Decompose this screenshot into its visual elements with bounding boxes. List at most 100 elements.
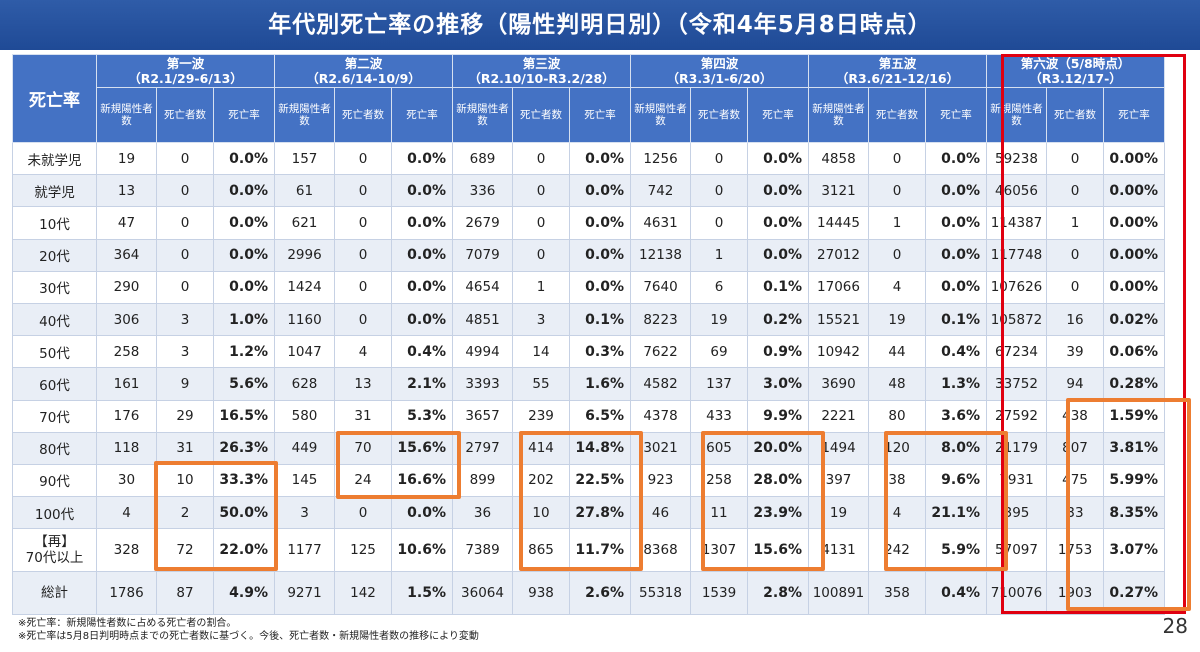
new-positive-count: 3 [274,496,335,530]
column-header: 死亡率 [391,87,453,143]
death-count: 38 [868,463,926,498]
mortality-rate: 0.0% [391,141,453,176]
new-positive-count: 157 [274,141,335,176]
table-row: 10代 47 0 0.0% 621 0 0.0% 2679 0 0.0% 4631 0 0.0% 1444… [12,206,1165,240]
wave-period: （R3.6/21-12/16） [835,71,960,86]
table-row: 就学児 13 0 0.0% 61 0 0.0% 336 0 0.0% 742 0 0.0% 3121 0 0.… [12,174,1165,208]
new-positive-count: 336 [452,174,513,208]
mortality-rate: 5.6% [213,367,275,401]
age-group-label: 70代 [12,399,97,433]
age-group-label: 20代 [12,238,97,272]
mortality-rate: 0.0% [747,206,809,240]
death-count: 0 [156,141,214,176]
table-row: 40代 306 3 1.0% 1160 0 0.0% 4851 3 0.1% 8223 19 0.2% 1… [12,302,1165,337]
wave-name: 第四波 [700,56,739,71]
mortality-rate: 0.0% [391,270,453,304]
age-group-label: 10代 [12,206,97,240]
death-count: 137 [690,367,748,401]
footnote: ※死亡率：新規陽性者数に占める死亡者の割合。 [18,618,237,629]
death-count: 1 [690,238,748,272]
mortality-rate: 20.0% [747,431,809,465]
new-positive-count: 7931 [986,463,1047,498]
age-group-label: 未就学児 [12,141,97,176]
mortality-rate: 9.9% [747,399,809,433]
mortality-rate: 0.00% [1103,141,1165,176]
new-positive-count: 8223 [630,302,691,337]
new-positive-count: 36064 [452,571,513,616]
mortality-rate: 0.0% [925,141,987,176]
wave-period: （R2.6/14-10/9） [306,71,421,86]
death-count: 0 [334,206,392,240]
mortality-rate: 3.81% [1103,431,1165,465]
death-count: 72 [156,528,214,573]
mortality-rate: 10.6% [391,528,453,573]
mortality-rate: 0.9% [747,335,809,369]
new-positive-count: 899 [452,463,513,498]
mortality-rate: 0.0% [569,238,631,272]
new-positive-count: 621 [274,206,335,240]
new-positive-count: 290 [96,270,157,304]
new-positive-count: 14445 [808,206,869,240]
mortality-rate: 0.28% [1103,367,1165,401]
mortality-table-container: 死亡率 第一波 （R2.1/29-6/13） 第二波 （R2.6/14-10/9） 第三… [12,54,1165,616]
death-count: 11 [690,496,748,530]
death-count: 9 [156,367,214,401]
wave-name: 第五波 [878,56,917,71]
mortality-rate: 8.0% [925,431,987,465]
death-count: 1 [1046,206,1104,240]
new-positive-count: 19 [96,141,157,176]
death-count: 0 [512,206,570,240]
mortality-rate: 22.0% [213,528,275,573]
death-count: 14 [512,335,570,369]
mortality-rate: 0.27% [1103,571,1165,616]
new-positive-count: 7640 [630,270,691,304]
death-count: 438 [1046,399,1104,433]
death-count: 39 [1046,335,1104,369]
new-positive-count: 118 [96,431,157,465]
mortality-rate: 0.0% [391,174,453,208]
wave-period: （R3.3/1-6/20） [666,71,773,86]
wave-header: 第一波 （R2.1/29-6/13） [96,54,275,88]
mortality-rate: 23.9% [747,496,809,530]
new-positive-count: 1177 [274,528,335,573]
death-count: 16 [1046,302,1104,337]
new-positive-count: 105872 [986,302,1047,337]
death-count: 31 [156,431,214,465]
table-row: 60代 161 9 5.6% 628 13 2.1% 3393 55 1.6% 4582 137 3.0… [12,367,1165,401]
new-positive-count: 3393 [452,367,513,401]
column-header: 死亡率 [213,87,275,143]
new-positive-count: 7389 [452,528,513,573]
new-positive-count: 36 [452,496,513,530]
death-count: 44 [868,335,926,369]
new-positive-count: 12138 [630,238,691,272]
new-positive-count: 19 [808,496,869,530]
death-count: 10 [512,496,570,530]
mortality-rate: 1.0% [213,302,275,337]
mortality-rate: 15.6% [747,528,809,573]
mortality-rate: 0.06% [1103,335,1165,369]
new-positive-count: 4378 [630,399,691,433]
new-positive-count: 55318 [630,571,691,616]
new-positive-count: 4631 [630,206,691,240]
wave-name: 第六波（5/8時点） [1020,56,1131,71]
new-positive-count: 449 [274,431,335,465]
mortality-rate: 0.02% [1103,302,1165,337]
death-count: 242 [868,528,926,573]
death-count: 4 [868,270,926,304]
new-positive-count: 3690 [808,367,869,401]
wave-header: 第六波（5/8時点） （R3.12/17-） [986,54,1165,88]
age-group-label: 100代 [12,496,97,530]
mortality-rate: 0.0% [747,174,809,208]
death-count: 0 [512,141,570,176]
mortality-rate: 0.1% [569,302,631,337]
table-row: 総計 1786 87 4.9% 9271 142 1.5% 36064 938 2.6% 55318… [12,571,1165,616]
new-positive-count: 364 [96,238,157,272]
new-positive-count: 4131 [808,528,869,573]
death-count: 125 [334,528,392,573]
death-count: 0 [868,238,926,272]
mortality-rate: 1.3% [925,367,987,401]
column-header: 死亡者数 [334,87,392,143]
death-count: 33 [1046,496,1104,530]
death-count: 0 [512,174,570,208]
table-row: 80代 118 31 26.3% 449 70 15.6% 2797 414 14.8% 3021 6… [12,431,1165,465]
